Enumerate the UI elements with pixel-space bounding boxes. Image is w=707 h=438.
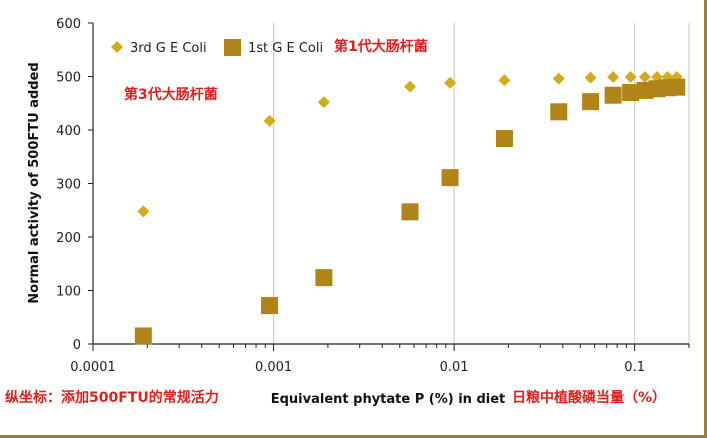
y-axis-note-cn: 纵坐标：添加500FTU的常规活力 <box>5 390 219 406</box>
x-tick-label: 0.001 <box>255 360 292 375</box>
data-marks <box>134 71 686 345</box>
data-point-3rd-gen <box>584 71 597 84</box>
x-tick-label: 0.0001 <box>70 360 116 375</box>
data-point-1st-gen <box>622 84 640 102</box>
y-axis-title: Normal activity of 500FTU added <box>27 62 42 303</box>
axes <box>88 22 690 351</box>
y-tick-label: 200 <box>56 231 81 246</box>
x-tick-labels: 0.0001 0.001 0.01 0.1 <box>70 360 645 375</box>
data-point-1st-gen <box>441 169 459 187</box>
data-point-3rd-gen <box>263 114 276 127</box>
legend-diamond-marker <box>111 41 123 53</box>
legend-square-marker <box>224 39 241 56</box>
data-point-3rd-gen <box>137 205 150 218</box>
data-point-1st-gen <box>315 269 333 287</box>
data-point-1st-gen <box>550 103 568 121</box>
data-point-1st-gen <box>401 203 419 221</box>
data-point-3rd-gen <box>498 74 511 87</box>
data-point-3rd-gen <box>607 71 620 84</box>
y-tick-labels: 0 100 200 300 400 500 600 <box>56 17 81 353</box>
legend: 3rd G E Coli 1st G E Coli <box>111 39 323 56</box>
y-tick-label: 600 <box>56 17 81 32</box>
x-axis-note-cn: 日粮中植酸磷当量（%） <box>512 390 667 406</box>
data-point-1st-gen <box>134 327 152 345</box>
data-point-1st-gen <box>604 86 622 104</box>
data-point-3rd-gen <box>638 71 651 84</box>
legend-label-1st-gen: 1st G E Coli <box>248 41 323 56</box>
data-point-1st-gen <box>582 93 600 111</box>
x-tick-label: 0.1 <box>624 360 645 375</box>
legend-label-3rd-gen: 3rd G E Coli <box>130 41 207 56</box>
y-tick-label: 500 <box>56 71 81 86</box>
data-point-3rd-gen <box>552 72 565 85</box>
data-point-1st-gen <box>668 78 686 96</box>
y-tick-label: 300 <box>56 178 81 193</box>
data-point-1st-gen <box>495 130 513 148</box>
data-point-3rd-gen <box>317 96 330 109</box>
data-point-3rd-gen <box>624 71 637 84</box>
y-tick-label: 0 <box>73 338 81 353</box>
data-point-3rd-gen <box>444 76 457 89</box>
annotation-gen3: 第3代大肠杆菌 <box>124 86 218 103</box>
y-tick-label: 100 <box>56 285 81 300</box>
data-point-1st-gen <box>261 296 279 314</box>
data-point-3rd-gen <box>404 80 417 93</box>
annotation-gen1: 第1代大肠杆菌 <box>334 38 428 55</box>
y-tick-label: 400 <box>56 124 81 139</box>
x-tick-label: 0.01 <box>440 360 469 375</box>
gridlines <box>92 23 690 344</box>
x-axis-title: Equivalent phytate P (%) in diet <box>271 392 506 407</box>
